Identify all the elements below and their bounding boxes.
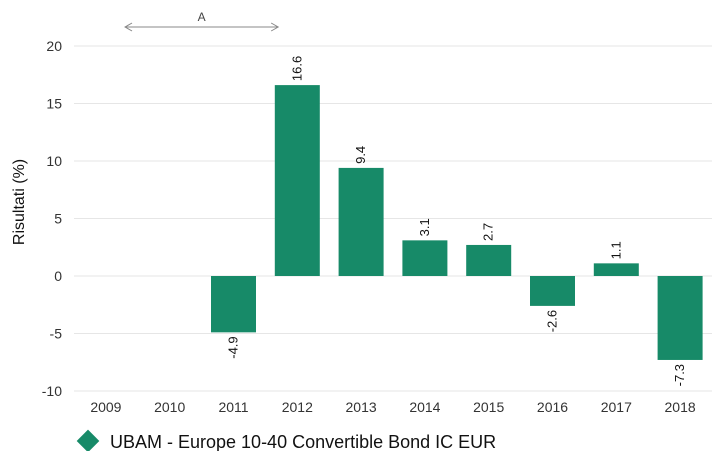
period-marker-right-arrowhead (270, 22, 280, 32)
data-label: 9.4 (353, 146, 368, 164)
data-labels: -4.9 16.6 9.4 3.1 2.7 -2.6 1.1 -7.3 (226, 56, 688, 387)
data-label: 16.6 (289, 56, 304, 81)
bars (211, 85, 703, 360)
x-tick-label: 2014 (409, 399, 440, 415)
x-tick-label: 2018 (665, 399, 696, 415)
x-axis-ticks: 2009 2010 2011 2012 2013 2014 2015 2016 2017 2018 (90, 399, 696, 415)
x-tick-label: 2016 (537, 399, 568, 415)
bar (211, 276, 256, 333)
x-tick-label: 2017 (601, 399, 632, 415)
data-label: -4.9 (226, 336, 241, 358)
y-axis-ticks: -10 -5 0 5 10 15 20 (42, 38, 62, 399)
bar (657, 276, 703, 360)
y-tick-label: -10 (42, 383, 62, 399)
y-axis-title: Risultati (%) (11, 159, 28, 245)
y-tick-label: -5 (50, 326, 63, 342)
period-marker: A (124, 10, 280, 32)
x-tick-label: 2013 (346, 399, 377, 415)
y-tick-label: 0 (54, 268, 62, 284)
period-marker-label: A (198, 10, 206, 24)
x-tick-label: 2012 (282, 399, 313, 415)
y-tick-label: 20 (46, 38, 62, 54)
bar (402, 240, 448, 276)
x-tick-label: 2010 (154, 399, 185, 415)
legend[interactable]: UBAM - Europe 10-40 Convertible Bond IC … (76, 429, 497, 451)
y-tick-label: 15 (46, 96, 62, 112)
data-label: -2.6 (545, 310, 560, 332)
data-label: 2.7 (481, 223, 496, 241)
x-tick-label: 2009 (90, 399, 121, 415)
bar (530, 276, 575, 306)
period-marker-left-arrowhead (124, 22, 133, 32)
data-label: 3.1 (417, 218, 432, 236)
bar (274, 85, 320, 276)
legend-series-label: UBAM - Europe 10-40 Convertible Bond IC … (110, 432, 496, 451)
bar (338, 167, 384, 276)
data-label: -7.3 (672, 364, 687, 386)
x-tick-label: 2015 (473, 399, 504, 415)
y-tick-label: 10 (46, 153, 62, 169)
gridlines (74, 45, 712, 392)
bar (466, 244, 512, 276)
data-label: 1.1 (608, 241, 623, 259)
bar (593, 263, 639, 276)
y-tick-label: 5 (54, 211, 62, 227)
legend-marker (76, 429, 100, 451)
x-tick-label: 2011 (218, 399, 248, 415)
